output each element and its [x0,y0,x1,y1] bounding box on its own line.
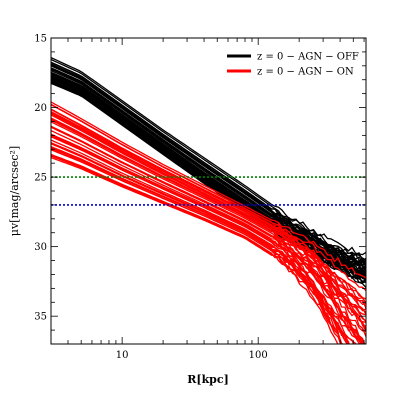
agn-on-profile-line [51,101,366,279]
agn-off-profile-line [51,71,366,271]
agn-on-profile-line [51,146,343,344]
y-tick-label: 30 [34,242,47,253]
x-axis-ticks: 10 100 [50,38,365,361]
legend-label-agn-off: z = 0 − AGN − OFF [257,52,359,63]
y-tick-label: 25 [34,173,47,184]
agn-on-profile-line [51,134,350,344]
y-tick-label: 15 [34,34,47,45]
y-axis-ticks: 15 20 25 30 35 [34,34,366,345]
reference-lines [51,176,366,206]
agn-off-profile-line [51,76,366,276]
agn-on-profile-line [51,111,366,309]
legend: z = 0 − AGN − OFF z = 0 − AGN − ON [227,52,359,78]
x-tick-label: 10 [116,350,129,361]
agn-on-profile-line [51,135,366,323]
agn-on-profile-line [51,121,366,306]
y-tick-label: 20 [34,103,47,114]
agn-off-profile-line [51,63,366,265]
x-tick-label: 100 [249,350,268,361]
agn-off-profile-line [51,65,366,264]
x-axis-label: R[kpc] [187,373,229,386]
y-tick-label: 35 [34,312,47,323]
agn-off-profile-line [51,79,366,279]
agn-off-profile-line [51,57,366,256]
agn-on-profile-line [51,119,365,344]
legend-label-agn-on: z = 0 − AGN − ON [257,67,354,78]
y-axis-label: μv[mag/arcsec²] [8,146,21,236]
agn-on-profile-line [51,139,366,332]
agn-on-profile-line [51,126,366,313]
agn-on-profile-line [51,104,366,332]
agn-on-profile-line [51,142,348,344]
agn-on-profile-line [51,114,366,322]
